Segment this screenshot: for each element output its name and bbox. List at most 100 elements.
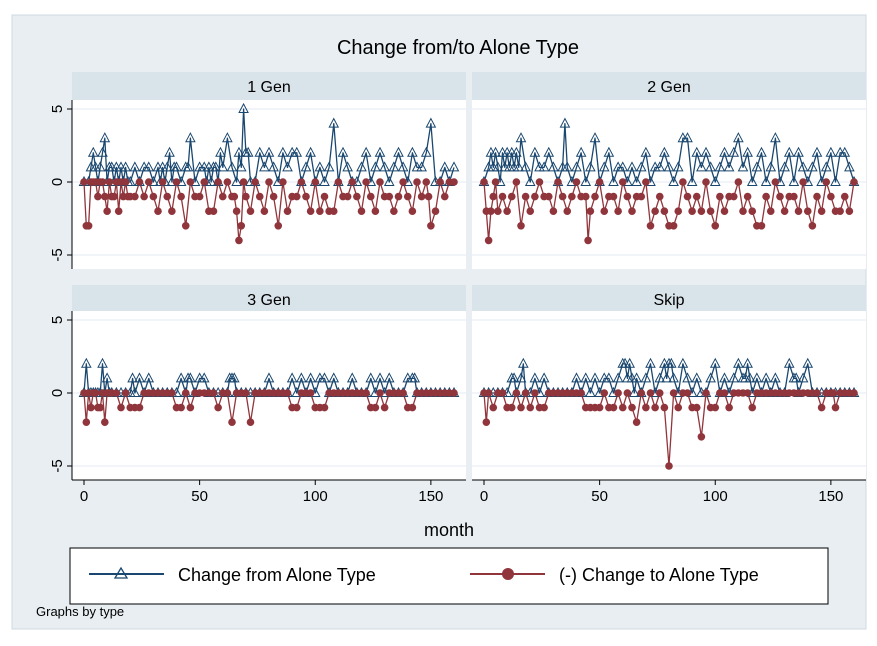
data-point-from xyxy=(490,146,501,157)
data-point-to xyxy=(306,389,315,397)
data-point-from xyxy=(719,372,730,383)
data-point-from xyxy=(182,161,194,172)
panel-header xyxy=(72,285,466,313)
data-point-to xyxy=(584,236,592,245)
data-point-from xyxy=(790,372,802,383)
data-point-to xyxy=(609,403,618,412)
data-point-to xyxy=(239,178,248,186)
data-point-from xyxy=(277,146,289,157)
data-point-to xyxy=(353,192,361,201)
panel-2-gen: 2 Gen xyxy=(472,72,866,269)
data-point-to xyxy=(609,192,618,201)
data-point-from xyxy=(617,161,629,172)
data-point-to xyxy=(394,192,403,201)
data-point-to xyxy=(265,178,273,186)
data-point-from xyxy=(370,161,381,172)
data-point-to xyxy=(632,418,641,427)
data-point-to xyxy=(628,207,636,215)
data-point-to xyxy=(651,403,659,412)
data-point-from xyxy=(342,161,353,172)
data-point-to xyxy=(320,192,329,201)
data-point-from xyxy=(589,132,601,143)
data-point-from xyxy=(383,175,395,186)
data-point-from xyxy=(654,161,666,172)
data-point-to xyxy=(558,192,567,201)
data-point-from xyxy=(548,161,559,172)
data-point-from xyxy=(210,161,222,172)
data-point-to xyxy=(507,403,516,412)
data-point-from xyxy=(291,146,303,157)
data-point-to xyxy=(595,178,604,186)
data-point-to xyxy=(186,178,195,186)
data-point-to xyxy=(232,207,241,215)
data-point-from xyxy=(691,146,703,157)
data-point-from xyxy=(337,146,349,157)
data-point-to xyxy=(87,403,95,412)
data-point-from xyxy=(407,146,418,157)
panel-title: Skip xyxy=(653,292,684,309)
data-point-from xyxy=(760,175,772,186)
data-point-from xyxy=(760,372,772,383)
data-point-from xyxy=(314,161,326,172)
data-point-from xyxy=(356,161,367,172)
data-point-to xyxy=(660,403,669,412)
data-point-from xyxy=(231,175,242,186)
data-point-from xyxy=(682,372,693,383)
data-point-from xyxy=(205,175,217,186)
data-point-from xyxy=(101,372,113,383)
data-point-to xyxy=(242,389,250,397)
data-point-to xyxy=(711,222,720,230)
data-point-to xyxy=(674,403,683,412)
y-tick-label: 5 xyxy=(49,105,66,113)
data-point-from xyxy=(844,161,855,172)
data-point-from xyxy=(529,146,541,157)
data-point-to xyxy=(235,236,243,245)
data-point-to xyxy=(283,389,292,397)
legend-label-to: (-) Change to Alone Type xyxy=(559,565,759,585)
data-point-to xyxy=(163,192,172,201)
data-point-to xyxy=(135,403,144,412)
data-point-from xyxy=(728,146,740,157)
data-point-to xyxy=(399,178,407,186)
data-point-from xyxy=(746,175,758,186)
data-point-to xyxy=(422,178,431,186)
data-point-to xyxy=(218,192,227,201)
data-point-to xyxy=(729,192,738,201)
data-point-from xyxy=(811,146,823,157)
data-point-to xyxy=(568,192,576,201)
data-point-to xyxy=(683,389,692,397)
data-point-from xyxy=(631,175,642,186)
data-point-to xyxy=(334,178,343,186)
panel-title: 3 Gen xyxy=(247,292,291,309)
data-point-to xyxy=(255,192,264,201)
data-point-from xyxy=(520,161,531,172)
data-point-to xyxy=(91,389,100,397)
data-point-to xyxy=(417,192,426,201)
data-point-to xyxy=(283,207,292,215)
data-point-from xyxy=(598,161,610,172)
data-point-to xyxy=(637,192,646,201)
data-point-from xyxy=(233,146,245,157)
data-point-to xyxy=(771,178,780,186)
data-point-from xyxy=(686,175,698,186)
data-point-from xyxy=(529,372,541,383)
data-point-to xyxy=(362,178,370,186)
y-tick-label: -5 xyxy=(49,248,66,261)
data-point-from xyxy=(830,175,841,186)
data-point-to xyxy=(521,389,530,397)
data-point-to xyxy=(121,389,130,397)
chart-title: Change from/to Alone Type xyxy=(337,37,579,59)
data-point-from xyxy=(388,161,400,172)
data-point-to xyxy=(135,178,144,186)
data-point-to xyxy=(149,192,158,201)
data-point-from xyxy=(420,146,432,157)
data-point-from xyxy=(80,357,92,368)
data-point-to xyxy=(84,222,93,230)
data-point-from xyxy=(561,161,573,172)
data-point-from xyxy=(161,161,173,172)
data-point-to xyxy=(214,178,222,186)
plot-area xyxy=(472,100,866,269)
data-point-from xyxy=(134,372,145,383)
data-point-from xyxy=(751,161,763,172)
